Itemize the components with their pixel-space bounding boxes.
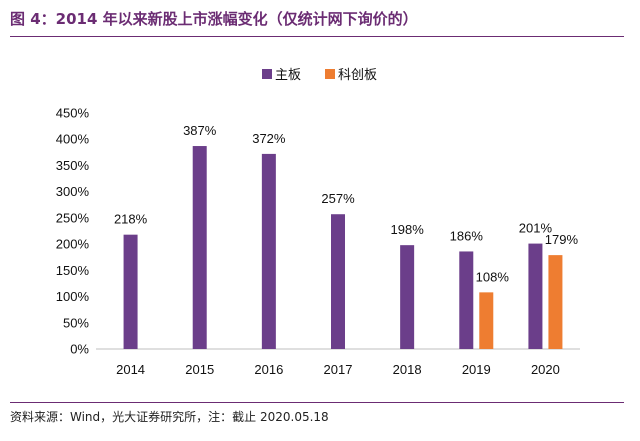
data-label: 257% [321,191,355,206]
x-tick-label: 2014 [116,362,145,377]
legend-swatch-main-board [262,69,272,79]
bar-main-board [331,214,345,349]
title-divider [10,36,624,37]
data-label: 218% [114,212,148,227]
source-note: 资料来源：Wind，光大证券研究所，注：截止 2020.05.18 [10,410,329,424]
y-tick-label: 250% [56,210,90,225]
x-tick-label: 2020 [531,362,560,377]
y-tick-label: 300% [56,184,90,199]
bar-main-board [400,245,415,349]
x-tick-label: 2015 [185,362,214,377]
legend-label-star-market: 科创板 [338,67,377,82]
legend-swatch-star-market [325,69,335,79]
x-tick-label: 2016 [254,362,283,377]
y-tick-label: 350% [56,158,90,173]
bar-main-board [261,153,276,349]
x-tick-label: 2017 [324,362,353,377]
x-tick-label: 2018 [393,362,422,377]
y-tick-label: 50% [63,315,89,330]
data-label: 372% [252,131,286,146]
bar-star-market [548,255,563,349]
data-label: 387% [183,123,217,138]
data-label: 186% [450,228,484,243]
bar-main-board [192,146,207,349]
bar-main-board [528,243,543,349]
bar-main-board [459,251,474,349]
y-tick-label: 150% [56,263,90,278]
data-label: 179% [545,232,579,247]
data-label: 198% [391,222,425,237]
source-divider [10,402,624,403]
chart-title: 图 4：2014 年以来新股上市涨幅变化（仅统计网下询价的） [10,10,418,28]
y-tick-label: 200% [56,237,90,252]
bar-star-market [479,292,494,349]
y-tick-label: 0% [70,342,89,357]
y-tick-label: 450% [56,106,90,121]
y-tick-label: 400% [56,132,90,147]
legend-label-main-board: 主板 [275,67,301,82]
data-label: 108% [476,269,510,284]
bar-main-board [123,234,138,349]
y-tick-label: 100% [56,289,90,304]
x-tick-label: 2019 [462,362,491,377]
data-label: 201% [519,221,553,236]
